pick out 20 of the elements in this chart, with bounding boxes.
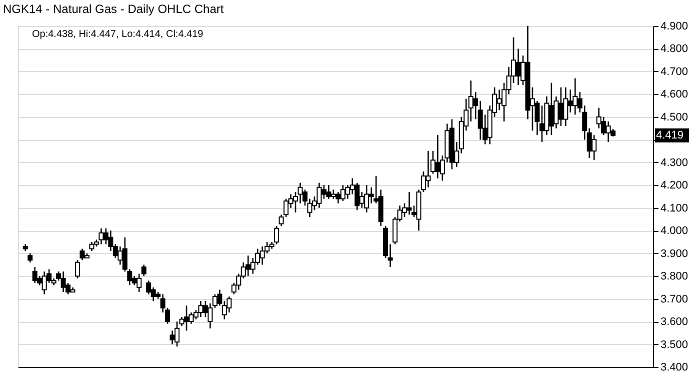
y-tick-label: 4.900 [660,20,688,32]
y-tick-label: 4.800 [660,43,688,56]
y-tick-label: 4.200 [660,180,688,192]
y-tick-label: 3.400 [660,362,688,374]
candlestick [28,252,33,264]
y-tick-label: 4.600 [660,88,688,101]
candlestick [75,260,80,279]
text: 4.419 [656,129,684,142]
y-tick-label: 3.600 [660,316,688,328]
y-tick-label: 3.900 [660,248,688,260]
y-tick-label: 3.700 [660,293,688,306]
chart-title: NGK14 - Natural Gas - Daily OHLC Chart [3,2,224,16]
annotation: Op:4.438, Hi:4.447, Lo:4.414, Cl:4.419 [32,29,204,40]
y-tick-label: 3.800 [660,270,688,283]
y-tick-label: 4.500 [660,111,688,124]
y-tick-label: 4.000 [660,225,688,238]
y-tick-label: 3.500 [660,338,688,351]
y-tick-label: 4.700 [660,66,688,78]
y-tick-label: 4.100 [660,202,688,214]
y-tick-label: 4.300 [660,156,688,169]
